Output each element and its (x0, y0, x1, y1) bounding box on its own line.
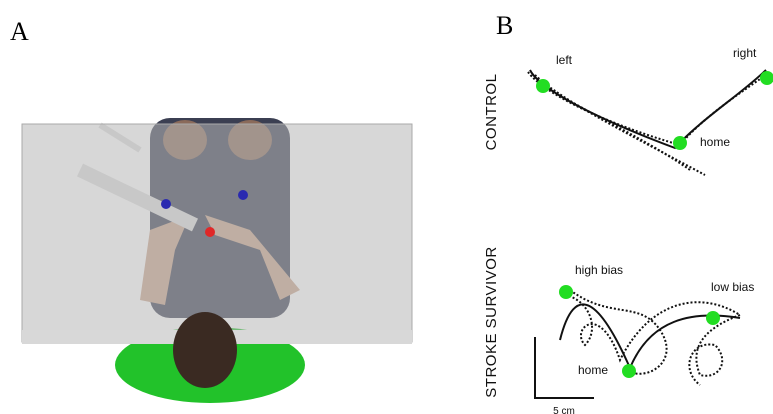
figure: A B CONTROL left right home STROKE SURVI… (0, 0, 773, 414)
illustration (22, 118, 412, 403)
target-label: home (578, 363, 608, 377)
target-label: left (556, 53, 573, 67)
target-label: high bias (575, 263, 623, 277)
targets (536, 71, 773, 378)
target-label: home (700, 135, 730, 149)
trajectories (528, 70, 770, 385)
target-label: right (733, 46, 757, 60)
panel-label: A (10, 17, 29, 46)
scale-label: 5 cm (553, 406, 575, 414)
panel-label: B (496, 11, 513, 40)
target-label: low bias (711, 280, 754, 294)
row-label: CONTROL (483, 74, 500, 151)
row-label: STROKE SURVIVOR (483, 246, 500, 397)
